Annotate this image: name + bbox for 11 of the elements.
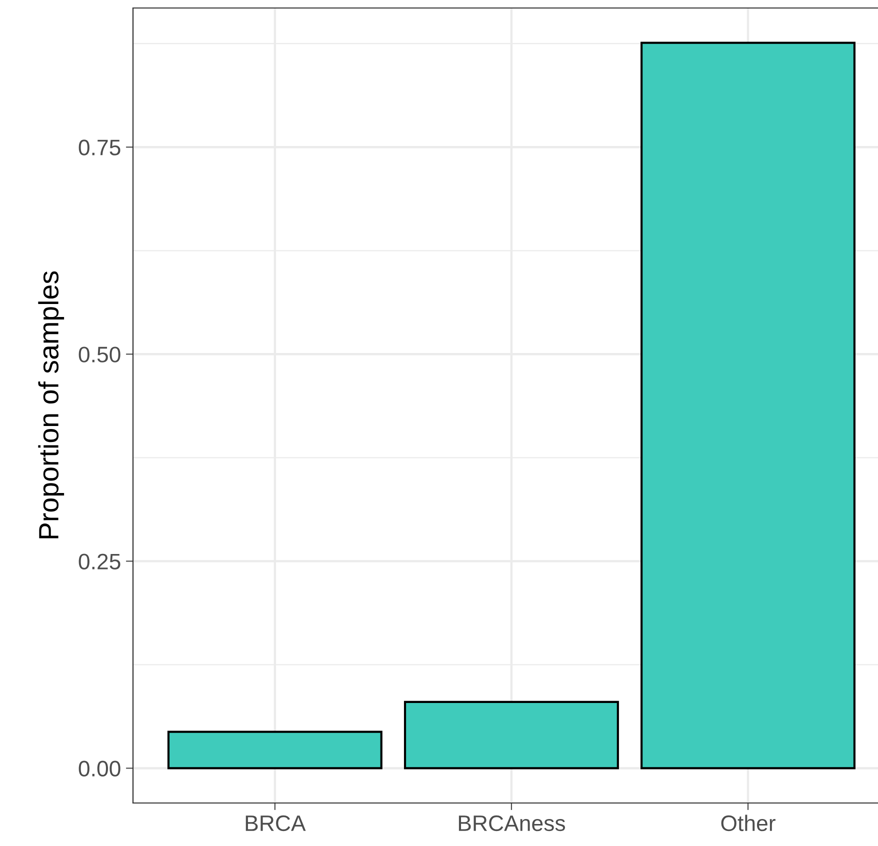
y-tick-label: 0.00 [78, 760, 120, 776]
x-tick-label: BRCA [246, 815, 306, 832]
y-tick-label: 0.50 [78, 346, 120, 362]
y-tick-label: 0.25 [78, 554, 120, 570]
y-tick-label: 0.75 [78, 140, 120, 156]
x-tick-label: BRCAness [458, 815, 565, 832]
bar [640, 42, 856, 770]
x-tick-label: Other [721, 814, 776, 832]
y-axis-title: Proportion of samples [38, 271, 64, 538]
bar [167, 730, 382, 770]
bar [404, 700, 619, 770]
